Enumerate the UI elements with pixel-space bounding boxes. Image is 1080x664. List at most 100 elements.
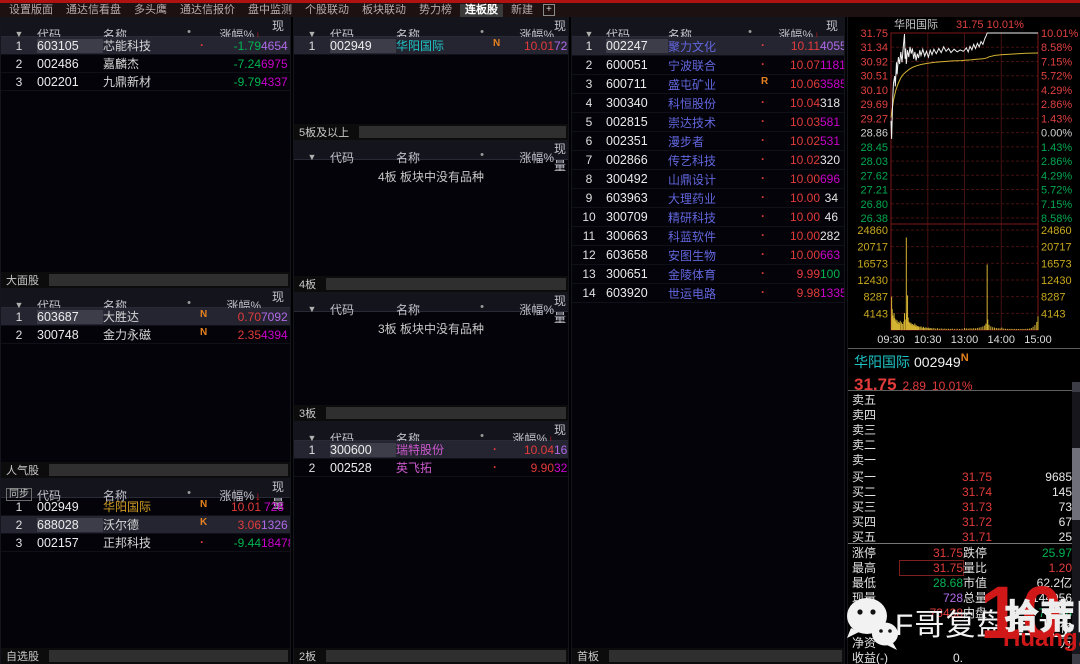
ask-level-row[interactable]: 卖四 [848,406,1080,422]
menu-item-4[interactable]: 通达信报价 [180,3,235,16]
table-row[interactable]: 9 603963 大理药业 · 10.00 34 [572,189,844,208]
change-pct: 10.00 [789,248,820,262]
table-row[interactable]: 2 600051 宁波联合 · 10.07 1181 [572,56,844,75]
table-row[interactable]: 1 603687 大胜达 N 0.70 7092 [1,308,290,326]
intraday-chart[interactable]: 31.75 10.01% 31.34 8.58% 30.92 7.15% 30.51 5.72… [848,17,1080,348]
change-cell: · 9.98 [760,285,820,300]
current-volume: 728 [263,499,284,514]
table-row[interactable]: 11 300663 科蓝软件 · 10.00 282 [572,227,844,246]
bid-level-row[interactable]: 买一 31.75 9685 [848,468,1080,485]
ask-level-row[interactable]: 卖一 [848,451,1080,467]
column-selector-icon[interactable]: ▼ [307,433,317,443]
add-tab-button[interactable]: + [543,4,555,16]
menu-item-10[interactable]: 新建 [511,3,533,16]
column-marker-dot-icon: • [480,429,484,442]
col-header-change[interactable]: 涨幅%↓ [199,487,261,504]
table-row[interactable]: 10 300709 精研科技 · 10.00 46 [572,208,844,227]
table-row[interactable]: 3 002201 九鼎新材 -9.79 4337 [1,73,290,91]
table-row[interactable]: 4 300340 科恒股份 · 10.04 318 [572,94,844,113]
bid-level-row[interactable]: 买三 31.73 73 [848,498,1080,515]
change-cell: · 10.02 [760,133,820,148]
column-selector-icon[interactable]: ▼ [307,29,317,39]
row-index: 2 [585,58,593,72]
current-volume: 4055 [820,39,844,53]
panel-title-bar[interactable]: 大面股 [1,272,290,288]
svg-text:8.58%: 8.58% [1041,213,1072,225]
stock-name: 崇达技术 [668,115,717,130]
panel-title-bar[interactable]: 5板及以上 [294,124,568,140]
table-row[interactable]: 14 603920 世运电路 · 9.981335 [572,284,844,303]
panel-title: 自选股 [6,651,39,663]
table-row[interactable]: 5 002815 崇达技术 · 10.03 581 [572,113,844,132]
panel-title-bar[interactable]: 3板 [294,405,568,421]
column-selector-icon[interactable]: ▼ [307,152,317,162]
table-row[interactable]: 2 300748 金力永磁 N 2.35 4394 [1,326,290,344]
empty-block-message: 3板 板块中没有品种 [377,322,484,336]
menu-item-9[interactable]: 连板股 [460,3,503,17]
stock-name: 嘉麟杰 [103,57,140,71]
col-header-volume: 现量 [554,294,567,325]
bid-level-row[interactable]: 买四 31.72 67 [848,513,1080,530]
table-row[interactable]: 3 600711 盛屯矿业 R 10.063585 [572,75,844,94]
panel-title-bar[interactable]: 首板 [572,648,844,664]
sync-button[interactable]: 同步 [1,488,37,501]
panel-title-bar[interactable]: 自选股 [1,648,290,664]
ask-level-row[interactable]: 卖五 [848,391,1080,407]
menu-item-5[interactable]: 盘中监测 [248,3,292,16]
menu-item-1[interactable]: 设置版面 [9,3,53,16]
ask-level-row[interactable]: 卖二 [848,436,1080,452]
board-marker-N: N [200,308,208,320]
table-row[interactable]: 6 002351 漫步者 · 10.02 531 [572,132,844,151]
quote-scrollbar[interactable] [1072,382,1080,664]
table-row[interactable]: 8 300492 山鼎设计 · 10.00 696 [572,170,844,189]
current-volume: 1181 [820,58,844,72]
column-selector-icon[interactable]: ▼ [14,300,24,310]
menu-item-7[interactable]: 板块联动 [362,3,406,16]
change-pct: 9.99 [796,267,820,281]
svg-text:24860: 24860 [857,225,888,237]
col-header-change[interactable]: 涨幅% [492,149,554,166]
price-change-pct: 10.01% [931,379,973,393]
svg-text:15:00: 15:00 [1024,334,1052,346]
menu-item-3[interactable]: 多头鹰 [134,3,167,16]
column-selector-icon[interactable]: ▼ [14,29,24,39]
stock-name: 科蓝软件 [668,229,717,244]
ask-level-row[interactable]: 卖三 [848,421,1080,437]
column-selector-icon[interactable]: ▼ [307,304,317,314]
ask-label: 卖二 [852,438,877,452]
col-header-change[interactable]: 涨幅% [492,301,554,318]
table-row[interactable]: 2 688028 沃尔德 K 3.06 1326 [1,516,290,534]
tick-up-dot-icon: · [200,534,204,549]
stock-code: 603920 [606,286,648,300]
table-row[interactable]: 2 002528 英飞拓 · 9.903233 [294,459,568,477]
row-index: 7 [585,153,593,167]
stock-code: 002949 [914,354,961,370]
table-row[interactable]: 2 002486 嘉麟杰 -7.24 6975 [1,55,290,73]
table-row[interactable]: 12 603658 安图生物 · 10.00 663 [572,246,844,265]
bid-level-row[interactable]: 买五 31.71 25 [848,528,1080,545]
scrollbar-thumb[interactable] [1072,448,1080,520]
table-row[interactable]: 13 300651 金陵体育 · 9.99 100 [572,265,844,284]
current-volume: 1326 [261,517,288,532]
column-selector-icon[interactable]: ▼ [584,29,594,39]
menu-item-8[interactable]: 势力榜 [419,3,452,16]
stat-value: 728 [942,590,963,605]
menu-item-6[interactable]: 个股联动 [305,3,349,16]
svg-text:20717: 20717 [857,242,888,254]
scroll-down-arrow-icon[interactable] [1072,654,1080,664]
bid-level-row[interactable]: 买二 31.74 145 [848,483,1080,500]
scroll-up-arrow-icon[interactable] [1072,382,1080,392]
table-row[interactable]: 3 002157 正邦科技 · -9.4418478 [1,534,290,552]
svg-text:4.29%: 4.29% [1041,170,1072,182]
table-row[interactable]: 7 002866 传艺科技 · 10.02 320 [572,151,844,170]
panel-title-bar[interactable]: 4板 [294,276,568,292]
panel-title-bar[interactable]: 人气股 [1,462,290,478]
menu-item-2[interactable]: 通达信看盘 [66,3,121,16]
panel-title-bar[interactable]: 2板 [294,648,568,664]
table-row[interactable]: 1 603105 芯能科技 · -1.79 4654 [1,37,290,55]
